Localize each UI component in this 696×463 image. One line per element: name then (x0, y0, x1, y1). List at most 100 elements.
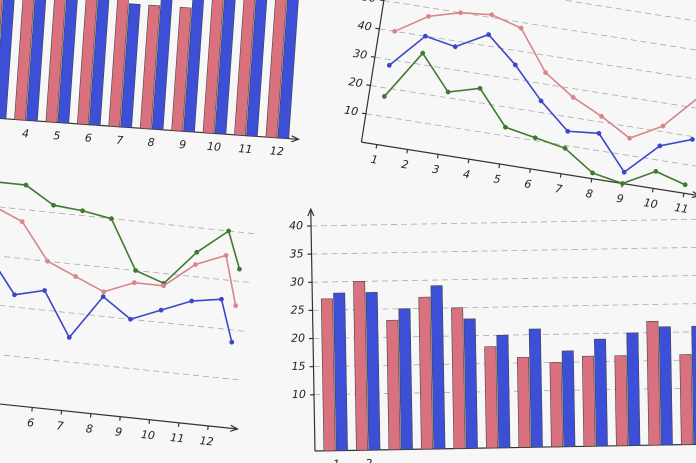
point (452, 44, 458, 50)
chart-sheet: 3456789101112 (0, 0, 302, 158)
x-tick-label: 8 (85, 422, 93, 436)
x-tick-label: 12 (269, 144, 284, 158)
line (388, 33, 693, 174)
chart-sheet: 6 7 8 9 10 11 12 (0, 181, 259, 449)
bar (202, 0, 225, 134)
x-tick-label: 12 (199, 434, 214, 448)
y-tick-label: 20 (291, 332, 305, 345)
x-tick-label: 10 (643, 196, 659, 211)
point (660, 123, 666, 129)
y-tick (379, 0, 384, 2)
grid-line (0, 350, 243, 381)
x-tick (559, 173, 562, 178)
point (477, 85, 483, 91)
point (489, 12, 495, 18)
y-tick (361, 112, 366, 115)
x-tick-label: 6 (523, 177, 532, 191)
y-tick-label: 10 (343, 103, 359, 118)
grid-line (312, 274, 696, 283)
x-tick-label: 5 (493, 172, 502, 186)
bar (463, 318, 478, 449)
y-tick (375, 27, 380, 30)
point (100, 294, 106, 300)
x-tick (651, 188, 654, 193)
point (565, 128, 571, 134)
x-tick-label: 4 (462, 168, 471, 182)
bar (614, 355, 628, 447)
bar (57, 0, 82, 124)
y-tick-label: 40 (357, 19, 373, 34)
y-axis (360, 0, 389, 143)
point (599, 113, 604, 119)
grid-line (0, 204, 259, 235)
point (518, 25, 524, 31)
grid-line (0, 253, 253, 284)
point (543, 70, 548, 76)
point (237, 266, 242, 272)
grid-line (311, 218, 696, 227)
x-tick (529, 168, 531, 173)
bar (277, 0, 302, 139)
bar (496, 334, 511, 449)
bar (171, 6, 192, 132)
x-tick-label: 4 (22, 127, 30, 140)
point (189, 298, 195, 304)
x-tick-label: 9 (114, 425, 122, 439)
bar (528, 328, 543, 448)
point (657, 143, 663, 149)
point (229, 339, 235, 345)
x-tick-label: 2 (401, 158, 410, 172)
point (386, 62, 392, 68)
bar (0, 0, 7, 119)
point (226, 228, 232, 234)
line (0, 181, 241, 285)
point (423, 33, 428, 39)
bar (430, 285, 446, 450)
point (381, 94, 387, 99)
point (80, 208, 86, 214)
bar (14, 0, 39, 121)
point (590, 170, 596, 176)
x-tick-label: 1 (333, 458, 340, 463)
bar (234, 0, 257, 136)
y-tick-label: 25 (290, 304, 304, 317)
point (133, 268, 138, 273)
y-axis-arrow (307, 207, 315, 217)
bar (484, 346, 499, 449)
x-tick-label: 1 (370, 153, 379, 167)
x-axis-arrow (230, 424, 239, 432)
bar (549, 362, 563, 448)
point (426, 13, 431, 19)
x-tick-label: 11 (673, 201, 689, 216)
point (689, 137, 695, 142)
y-tick-label: 35 (289, 247, 303, 260)
y-tick-label: 20 (348, 75, 364, 90)
point (503, 124, 508, 130)
bar (398, 308, 413, 450)
x-tick-label: 7 (56, 419, 64, 433)
point (653, 168, 659, 174)
bar (561, 350, 576, 448)
x-tick-label: 2 (365, 457, 372, 463)
point (596, 130, 602, 136)
point (193, 262, 198, 267)
y-tick-label: 15 (291, 360, 305, 373)
point (73, 274, 79, 279)
grid-line (379, 28, 696, 83)
x-axis-arrow (291, 135, 301, 143)
grid-line (383, 0, 696, 55)
bar (88, 0, 114, 126)
bar (353, 280, 369, 451)
point (538, 98, 544, 104)
point (42, 288, 47, 293)
bar (626, 332, 641, 446)
grid-line (365, 113, 696, 168)
bar (679, 354, 693, 445)
x-tick-label: 3 (431, 163, 440, 177)
point (23, 182, 29, 188)
x-axis-arrow (691, 191, 696, 199)
grid-line (374, 56, 696, 112)
point (109, 216, 114, 222)
point (570, 94, 576, 100)
line (394, 11, 696, 140)
